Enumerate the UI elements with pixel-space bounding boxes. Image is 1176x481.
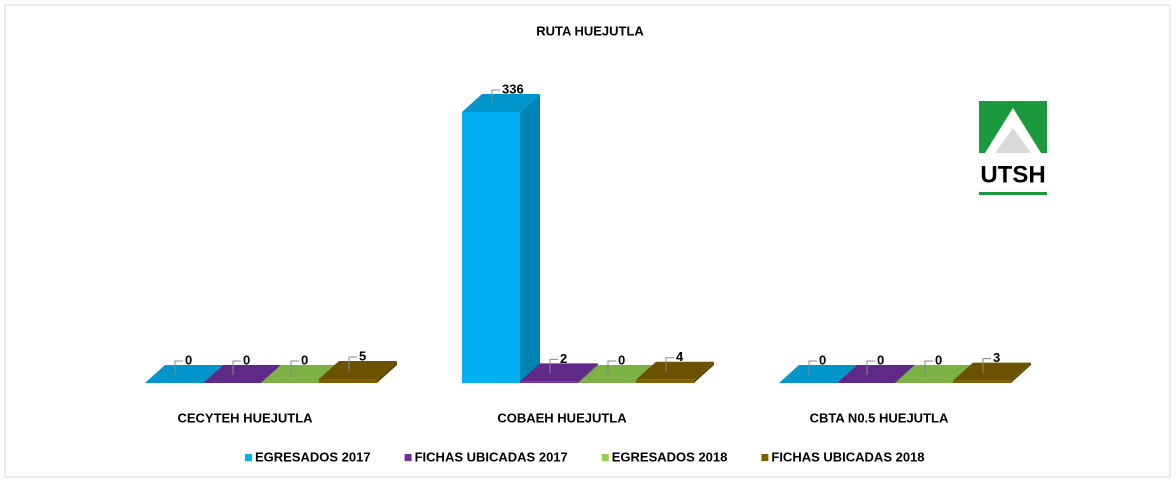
bar-top	[319, 360, 397, 379]
bar-top	[779, 365, 857, 383]
data-label: 0	[819, 352, 826, 367]
data-label: 0	[243, 352, 250, 367]
label-leader	[607, 360, 616, 375]
bar-side	[1011, 362, 1031, 383]
label-leader	[924, 360, 933, 375]
bar-side	[520, 94, 540, 383]
bar-top	[636, 361, 714, 380]
bar-top	[203, 365, 281, 383]
bar-top	[145, 365, 223, 383]
bar-top	[462, 94, 540, 112]
data-label: 0	[301, 352, 308, 367]
data-label: 0	[877, 352, 884, 367]
label-leader	[491, 89, 500, 104]
bar-front	[520, 381, 578, 383]
chart-frame	[4, 4, 1171, 478]
label-leader	[290, 360, 299, 375]
bar-top	[578, 365, 656, 383]
x-tick-label: COBAEH HUEJUTLA	[497, 410, 627, 425]
label-leader	[866, 360, 875, 375]
bar-front	[319, 378, 377, 383]
logo-underline	[979, 192, 1047, 195]
legend-label: FICHAS UBICADAS 2017	[415, 449, 568, 464]
bar-front	[953, 380, 1011, 383]
bar-side	[578, 363, 598, 383]
label-leader	[549, 358, 558, 374]
legend-label: EGRESADOS 2017	[255, 449, 371, 464]
logo: UTSH	[979, 101, 1047, 195]
data-label: 4	[676, 349, 684, 364]
data-label: 336	[502, 81, 524, 96]
label-leader	[174, 360, 183, 375]
legend-swatch	[245, 454, 252, 461]
legend-swatch	[761, 454, 769, 461]
bar-side	[694, 361, 714, 383]
data-label: 0	[935, 352, 942, 367]
chart-title: RUTA HUEJUTLA	[536, 23, 644, 38]
bar-top	[520, 363, 598, 382]
data-label: 0	[618, 352, 625, 367]
label-leader	[982, 358, 991, 373]
legend-label: FICHAS UBICADAS 2018	[771, 449, 924, 464]
data-label: 3	[993, 350, 1000, 365]
bar-front	[462, 112, 520, 383]
legend-swatch	[601, 454, 609, 461]
bar-side	[377, 360, 397, 383]
bar-front	[636, 379, 694, 383]
x-tick-label: CECYTEH HUEJUTLA	[177, 410, 313, 425]
label-leader	[232, 360, 241, 375]
data-label: 2	[560, 351, 567, 366]
bar-top	[953, 362, 1031, 381]
x-tick-label: CBTA N0.5 HUEJUTLA	[810, 410, 949, 425]
legend-label: EGRESADOS 2018	[612, 449, 728, 464]
bar-top	[895, 365, 973, 383]
label-leader	[348, 356, 357, 371]
legend-swatch	[404, 454, 412, 461]
label-leader	[665, 357, 674, 372]
data-label: 5	[359, 348, 366, 363]
label-leader	[808, 360, 817, 375]
data-label: 0	[185, 352, 192, 367]
bar-top	[261, 365, 339, 383]
bar-top	[837, 365, 915, 383]
logo-mountain-shade	[995, 128, 1031, 153]
logo-text: UTSH	[980, 161, 1045, 188]
